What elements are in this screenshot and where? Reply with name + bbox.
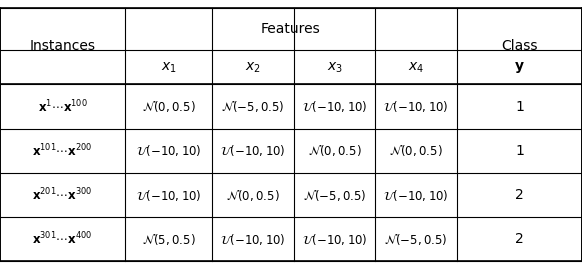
Text: $\mathcal{U}(-10,10)$: $\mathcal{U}(-10,10)$ xyxy=(302,99,367,114)
Text: $\mathcal{N}(0,0.5)$: $\mathcal{N}(0,0.5)$ xyxy=(389,143,443,158)
Text: 2: 2 xyxy=(515,188,524,202)
Text: $\mathcal{U}(-10,10)$: $\mathcal{U}(-10,10)$ xyxy=(384,99,449,114)
Text: $\mathbf{x}^{301} \cdots \mathbf{x}^{400}$: $\mathbf{x}^{301} \cdots \mathbf{x}^{400… xyxy=(33,231,93,248)
Text: $x_4$: $x_4$ xyxy=(408,60,424,74)
Text: $\mathcal{U}(-10,10)$: $\mathcal{U}(-10,10)$ xyxy=(136,143,201,158)
Text: $\mathbf{x}^{201} \cdots \mathbf{x}^{300}$: $\mathbf{x}^{201} \cdots \mathbf{x}^{300… xyxy=(33,187,93,203)
Text: $\mathcal{U}(-10,10)$: $\mathcal{U}(-10,10)$ xyxy=(221,232,286,247)
Text: $\mathcal{U}(-10,10)$: $\mathcal{U}(-10,10)$ xyxy=(136,187,201,202)
Text: $\mathbf{y}$: $\mathbf{y}$ xyxy=(514,60,525,75)
Text: $\mathcal{U}(-10,10)$: $\mathcal{U}(-10,10)$ xyxy=(302,232,367,247)
Text: Class: Class xyxy=(501,39,538,53)
Text: $\mathcal{N}(-5,0.5)$: $\mathcal{N}(-5,0.5)$ xyxy=(303,187,367,202)
Text: 1: 1 xyxy=(515,144,524,158)
Text: $\mathcal{N}(0,0.5)$: $\mathcal{N}(0,0.5)$ xyxy=(226,187,280,202)
Text: $x_3$: $x_3$ xyxy=(327,60,343,74)
Text: $\mathcal{N}(0,0.5)$: $\mathcal{N}(0,0.5)$ xyxy=(308,143,361,158)
Text: $\mathcal{N}(5,0.5)$: $\mathcal{N}(5,0.5)$ xyxy=(142,232,196,247)
Text: $\mathbf{x}^1 \cdots \mathbf{x}^{100}$: $\mathbf{x}^1 \cdots \mathbf{x}^{100}$ xyxy=(38,98,87,115)
Text: $\mathbf{x}^{101} \cdots \mathbf{x}^{200}$: $\mathbf{x}^{101} \cdots \mathbf{x}^{200… xyxy=(33,143,93,159)
Text: $x_1$: $x_1$ xyxy=(161,60,177,74)
Text: Instances: Instances xyxy=(30,39,95,53)
Text: $\mathcal{U}(-10,10)$: $\mathcal{U}(-10,10)$ xyxy=(221,143,286,158)
Text: $\mathcal{N}(0,0.5)$: $\mathcal{N}(0,0.5)$ xyxy=(142,99,196,114)
Text: $\mathcal{U}(-10,10)$: $\mathcal{U}(-10,10)$ xyxy=(384,187,449,202)
Text: $\mathcal{N}(-5,0.5)$: $\mathcal{N}(-5,0.5)$ xyxy=(221,99,285,114)
Text: 1: 1 xyxy=(515,100,524,114)
Text: Features: Features xyxy=(261,22,321,36)
Text: 2: 2 xyxy=(515,232,524,246)
Text: $x_2$: $x_2$ xyxy=(245,60,261,74)
Text: $\mathcal{N}(-5,0.5)$: $\mathcal{N}(-5,0.5)$ xyxy=(384,232,448,247)
